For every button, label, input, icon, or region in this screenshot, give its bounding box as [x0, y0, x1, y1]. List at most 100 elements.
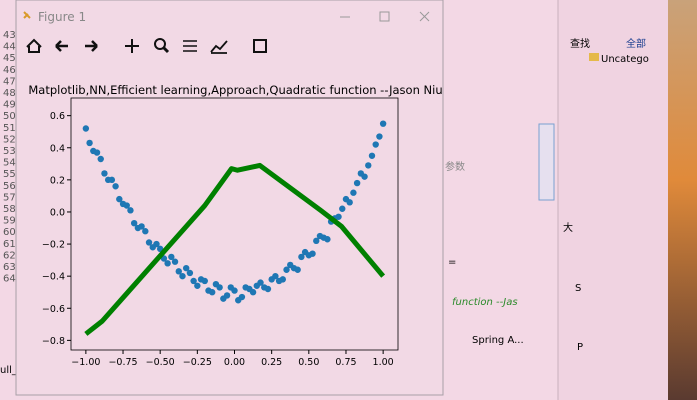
title-bar — [17, 1, 442, 31]
scatter-point — [339, 205, 346, 212]
maximize-button[interactable] — [379, 11, 390, 22]
line-number: 45 — [3, 53, 16, 64]
scatter-point — [182, 264, 190, 272]
x-tick-label: 0.25 — [261, 357, 282, 368]
x-tick-label: 0.50 — [298, 357, 319, 368]
pan-button[interactable] — [125, 39, 139, 53]
view-tab[interactable]: Spring A... — [472, 335, 524, 346]
scatter-point — [365, 162, 372, 169]
line-number: 56 — [3, 181, 16, 192]
line-number: 51 — [3, 123, 16, 134]
line-number: 50 — [3, 111, 16, 122]
scatter-point — [249, 289, 257, 296]
line-number: 49 — [3, 100, 16, 111]
scatter-point — [175, 268, 182, 275]
y-tick-label: −0.6 — [42, 304, 65, 315]
forward-button[interactable] — [85, 40, 98, 52]
line-number: 44 — [3, 42, 16, 53]
line-number: 54 — [3, 158, 16, 169]
x-tick-label: −0.75 — [108, 357, 137, 368]
line-number: 59 — [3, 216, 16, 227]
x-tick-label: −1.00 — [71, 357, 100, 368]
customize-button[interactable] — [210, 40, 228, 54]
scatter-point — [127, 207, 134, 214]
line-number: 57 — [3, 192, 16, 203]
folder-icon — [589, 53, 599, 61]
scatter-point — [346, 199, 353, 206]
search-label[interactable]: 查找 — [570, 37, 590, 50]
all-link[interactable]: 全部 — [626, 37, 646, 50]
scatter-point — [279, 276, 287, 283]
x-tick-label: −0.50 — [146, 357, 175, 368]
window-title: Figure 1 — [38, 10, 86, 24]
scatter-point — [116, 195, 123, 203]
scatter-point — [82, 125, 90, 132]
scatter-point — [353, 179, 361, 187]
y-tick-label: 0.4 — [50, 143, 65, 154]
line-number: 53 — [3, 146, 16, 157]
code-fragment: = — [448, 257, 456, 268]
scatter-point — [272, 272, 279, 280]
scatter-point — [372, 141, 379, 148]
scatter-point — [101, 170, 108, 177]
line-number: 47 — [3, 76, 16, 87]
scatter-point — [264, 285, 272, 293]
x-tick-label: 1.00 — [373, 357, 394, 368]
close-button[interactable] — [419, 11, 430, 22]
scatter-point — [123, 202, 130, 209]
x-tick-label: 0.75 — [335, 357, 356, 368]
home-button[interactable] — [26, 38, 42, 53]
scatter-point — [209, 289, 216, 296]
scatter-point — [190, 277, 197, 285]
scatter-point — [350, 189, 357, 196]
panel-tab[interactable]: 大 — [563, 221, 573, 234]
scatter-point — [379, 120, 387, 127]
side-panel — [558, 0, 668, 400]
y-tick-label: 0.2 — [50, 175, 65, 186]
line-numbers: 4344454647484950515253545556575859606162… — [3, 30, 16, 285]
scatter-point — [201, 277, 208, 285]
scatter-point — [231, 287, 238, 294]
scatter-point — [223, 292, 231, 299]
scatter-point — [294, 266, 301, 273]
app-icon — [23, 11, 31, 19]
y-tick-label: −0.4 — [42, 272, 65, 283]
scatter-point — [97, 155, 104, 163]
line-number: 58 — [3, 204, 16, 215]
line-number: 64 — [3, 274, 16, 285]
scatter-point — [283, 266, 290, 273]
scatter-point — [335, 213, 342, 220]
code-fragment: function --Jas — [452, 297, 518, 308]
y-tick-label: −0.8 — [42, 336, 65, 347]
scatter-point — [108, 176, 116, 184]
zoom-handle — [162, 46, 170, 54]
scatter-point — [130, 219, 138, 227]
chart-title: Matplotlib,NN,Efficient learning,Approac… — [28, 83, 442, 97]
scatter-point — [361, 173, 368, 180]
zoom-button[interactable] — [154, 38, 166, 50]
line-series — [84, 162, 386, 336]
line-number: 63 — [3, 262, 16, 273]
line-number: 62 — [3, 250, 16, 261]
scatter-point — [309, 250, 316, 257]
code-fragment: ull_ — [0, 365, 18, 376]
subplots-button[interactable] — [183, 40, 197, 52]
folder-label[interactable]: Uncatego — [601, 54, 649, 65]
scatter-point — [186, 269, 194, 277]
wallpaper — [668, 0, 697, 400]
scatter-point — [368, 152, 376, 159]
panel-tab[interactable]: S — [575, 283, 581, 294]
x-tick-label: −0.25 — [183, 357, 212, 368]
scrollbar[interactable] — [538, 123, 555, 201]
scatter-point — [164, 260, 171, 267]
scatter-point — [257, 279, 264, 286]
toolbar — [26, 38, 267, 54]
scatter-point — [238, 293, 246, 301]
panel-tab[interactable]: P — [577, 342, 583, 353]
scatter-point — [324, 236, 331, 243]
save-button[interactable] — [253, 39, 267, 53]
scatter-point — [376, 133, 383, 140]
back-button[interactable] — [55, 40, 68, 52]
